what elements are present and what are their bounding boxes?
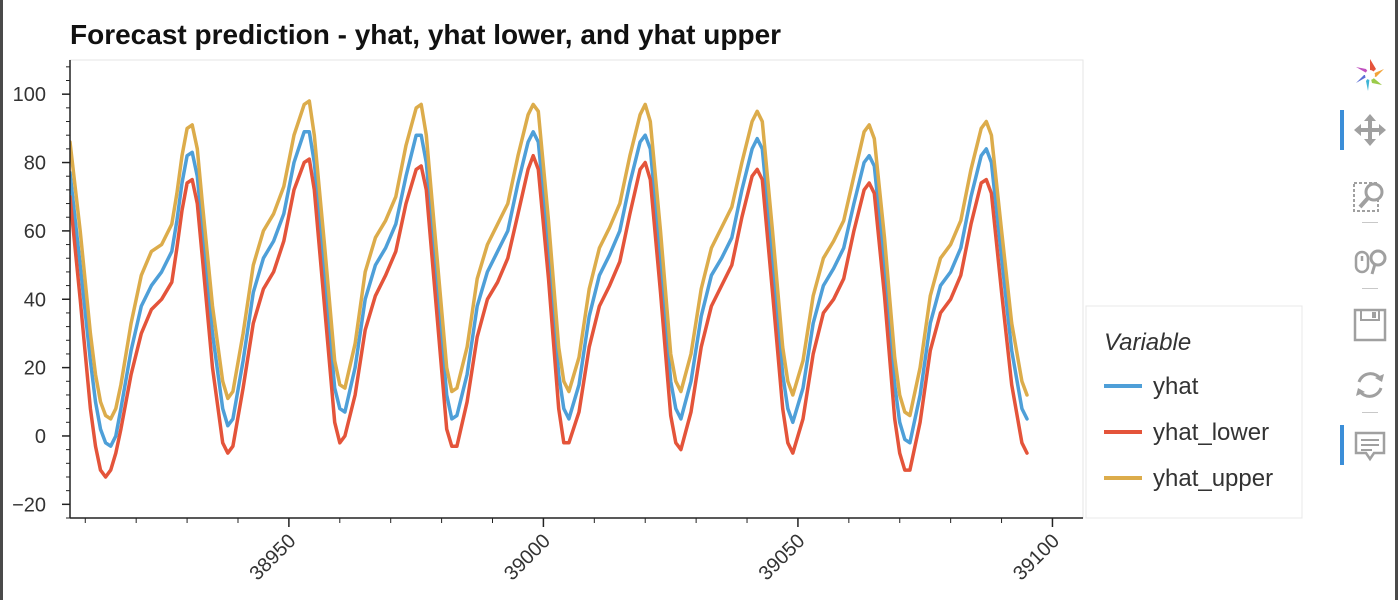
y-tick-label: −20 (12, 494, 46, 516)
box-zoom-icon[interactable] (1350, 175, 1390, 215)
save-icon[interactable] (1350, 305, 1390, 345)
toolbar-separator (1362, 222, 1378, 223)
x-tick-label: 38950 (246, 530, 301, 585)
y-tick-label: 40 (24, 289, 46, 311)
series-line-yhat_upper (70, 99, 1029, 421)
legend-label-yhat_upper: yhat_upper (1153, 465, 1273, 492)
y-tick-label: 60 (24, 221, 46, 243)
x-tick-label: 39050 (755, 530, 810, 585)
legend-title: Variable (1104, 329, 1191, 356)
legend-label-yhat_lower: yhat_lower (1153, 419, 1269, 446)
toolbar-separator (1362, 288, 1378, 289)
series-line-yhat (70, 130, 1029, 448)
toolbar-separator (1362, 412, 1378, 413)
y-tick-label: 0 (35, 426, 46, 448)
x-tick-label: 39100 (1009, 530, 1064, 585)
series-line-yhat_lower (70, 153, 1029, 479)
series-layer (70, 99, 1029, 479)
legend-box (1085, 305, 1303, 519)
reset-icon[interactable] (1350, 365, 1390, 405)
legend: Variable yhat yhat_lower yhat_upper (1085, 305, 1303, 519)
window-left-edge (0, 0, 3, 600)
x-tick-label: 39000 (500, 530, 555, 585)
hover-icon[interactable] (1340, 425, 1390, 465)
legend-label-yhat: yhat (1153, 373, 1199, 400)
y-tick-label: 80 (24, 153, 46, 175)
y-tick-label: 100 (13, 84, 46, 106)
y-tick-label: 20 (24, 358, 46, 380)
pan-icon[interactable] (1340, 110, 1390, 150)
plot-area[interactable] (69, 59, 1084, 519)
wheel-zoom-icon[interactable] (1350, 240, 1390, 280)
chart-title: Forecast prediction - yhat, yhat lower, … (70, 19, 781, 50)
window-right-edge (1395, 0, 1398, 600)
bokeh-logo-icon[interactable] (1350, 55, 1390, 95)
chart-toolbar (1340, 55, 1390, 495)
